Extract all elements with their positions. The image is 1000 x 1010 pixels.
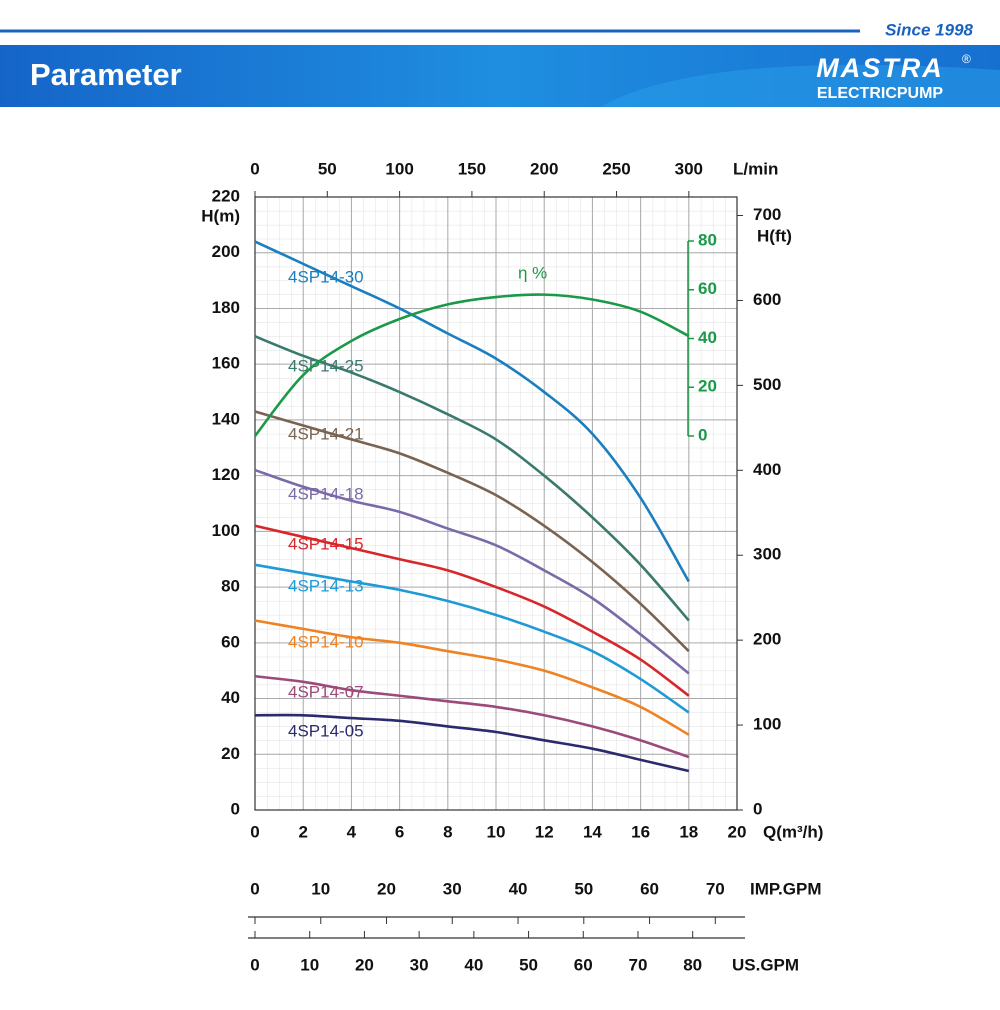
series-label: 4SP14-13 [288, 576, 364, 595]
series-label: 4SP14-15 [288, 534, 364, 553]
right-tick-label: 100 [753, 715, 781, 734]
imp_axis-tick-label: 50 [574, 879, 593, 898]
imp_axis-tick-label: 60 [640, 879, 659, 898]
y-tick-label: 80 [221, 577, 240, 596]
y2-tick-label: 80 [698, 230, 717, 249]
us_axis-tick-label: 20 [355, 955, 374, 974]
x-tick-label: 14 [583, 822, 602, 841]
x-tick-label: 4 [347, 822, 357, 841]
right-tick-label: 0 [753, 799, 762, 818]
y2-tick-label: 0 [698, 425, 707, 444]
y-tick-label: 0 [231, 799, 240, 818]
y-tick-label: 200 [212, 242, 240, 261]
right-tick-label: 300 [753, 545, 781, 564]
x-axis-label: Q(m³/h) [763, 822, 823, 841]
x-tick-label: 20 [728, 822, 747, 841]
us_axis-tick-label: 0 [250, 955, 259, 974]
logo: MASTRA [816, 53, 944, 83]
us_axis-tick-label: 50 [519, 955, 538, 974]
us_axis-tick-label: 40 [464, 955, 483, 974]
right-tick-label: 500 [753, 375, 781, 394]
imp_axis-tick-label: 40 [509, 879, 528, 898]
y-tick-label: 60 [221, 632, 240, 651]
series-label: 4SP14-25 [288, 356, 364, 375]
y2-tick-label: 40 [698, 328, 717, 347]
right-tick-label: 200 [753, 630, 781, 649]
head-curve [254, 468, 690, 675]
x-tick-label: 18 [679, 822, 698, 841]
series-label: 4SP14-05 [288, 721, 364, 740]
top-tick-label: 50 [318, 159, 337, 178]
x-tick-label: 6 [395, 822, 404, 841]
head-curve [254, 240, 690, 583]
y-tick-label: 140 [212, 409, 240, 428]
banner-wave [600, 64, 1000, 107]
logo-mark: ® [962, 52, 971, 66]
us_axis-tick-label: 80 [683, 955, 702, 974]
top-tick-label: 100 [385, 159, 413, 178]
us_axis-tick-label: 70 [629, 955, 648, 974]
y-tick-label: 40 [221, 688, 240, 707]
top-tick-label: 250 [602, 159, 630, 178]
y-tick-label: 100 [212, 521, 240, 540]
y2-tick-label: 20 [698, 377, 717, 396]
x-tick-label: 0 [250, 822, 259, 841]
y-tick-label: 220 [212, 186, 240, 205]
x-tick-label: 8 [443, 822, 452, 841]
us_axis-label: US.GPM [732, 955, 799, 974]
head-curve [254, 335, 690, 622]
series-label: 4SP14-30 [288, 267, 364, 286]
top-tick-label: 300 [675, 159, 703, 178]
logo-sub: ELECTRICPUMP [817, 85, 944, 102]
right-tick-label: 400 [753, 460, 781, 479]
top-tick-label: 0 [250, 159, 259, 178]
tagline: Since 1998 [885, 20, 973, 39]
series-label: 4SP14-18 [288, 484, 364, 503]
y2-tick-label: 60 [698, 279, 717, 298]
imp_axis-tick-label: 10 [311, 879, 330, 898]
head-curve [254, 410, 690, 653]
head-curve [254, 619, 690, 736]
y-tick-label: 180 [212, 298, 240, 317]
imp_axis-label: IMP.GPM [750, 879, 821, 898]
page-title: Parameter [30, 57, 182, 92]
us_axis-tick-label: 10 [300, 955, 319, 974]
right-axis-label: H(ft) [757, 226, 792, 245]
y-tick-label: 160 [212, 354, 240, 373]
plot-frame [254, 196, 738, 811]
imp_axis-tick-label: 20 [377, 879, 396, 898]
y-axis-label: H(m) [201, 206, 240, 225]
x-tick-label: 16 [631, 822, 650, 841]
imp_axis-tick-label: 30 [443, 879, 462, 898]
y-tick-label: 20 [221, 744, 240, 763]
head-curve [254, 713, 690, 773]
top-axis-label: L/min [733, 159, 778, 178]
imp_axis-tick-label: 0 [250, 879, 259, 898]
top-tick-label: 200 [530, 159, 558, 178]
us_axis-tick-label: 30 [410, 955, 429, 974]
series-label: 4SP14-07 [288, 682, 364, 701]
right-tick-label: 600 [753, 290, 781, 309]
efficiency-curve [253, 293, 690, 437]
series-label: 4SP14-21 [288, 424, 364, 443]
x-tick-label: 2 [298, 822, 307, 841]
right-tick-label: 700 [753, 205, 781, 224]
x-tick-label: 10 [487, 822, 506, 841]
imp_axis-tick-label: 70 [706, 879, 725, 898]
x-tick-label: 12 [535, 822, 554, 841]
us_axis-tick-label: 60 [574, 955, 593, 974]
head-curve [254, 524, 690, 697]
y-tick-label: 120 [212, 465, 240, 484]
top-tick-label: 150 [458, 159, 486, 178]
head-curve [254, 563, 690, 714]
chart: 0 2 4 6 8 10 12 14 16 18 2002040608010012014016018… [201, 159, 823, 974]
head-curve [254, 674, 690, 759]
series-label: η % [518, 263, 547, 282]
series-label: 4SP14-10 [288, 632, 364, 651]
